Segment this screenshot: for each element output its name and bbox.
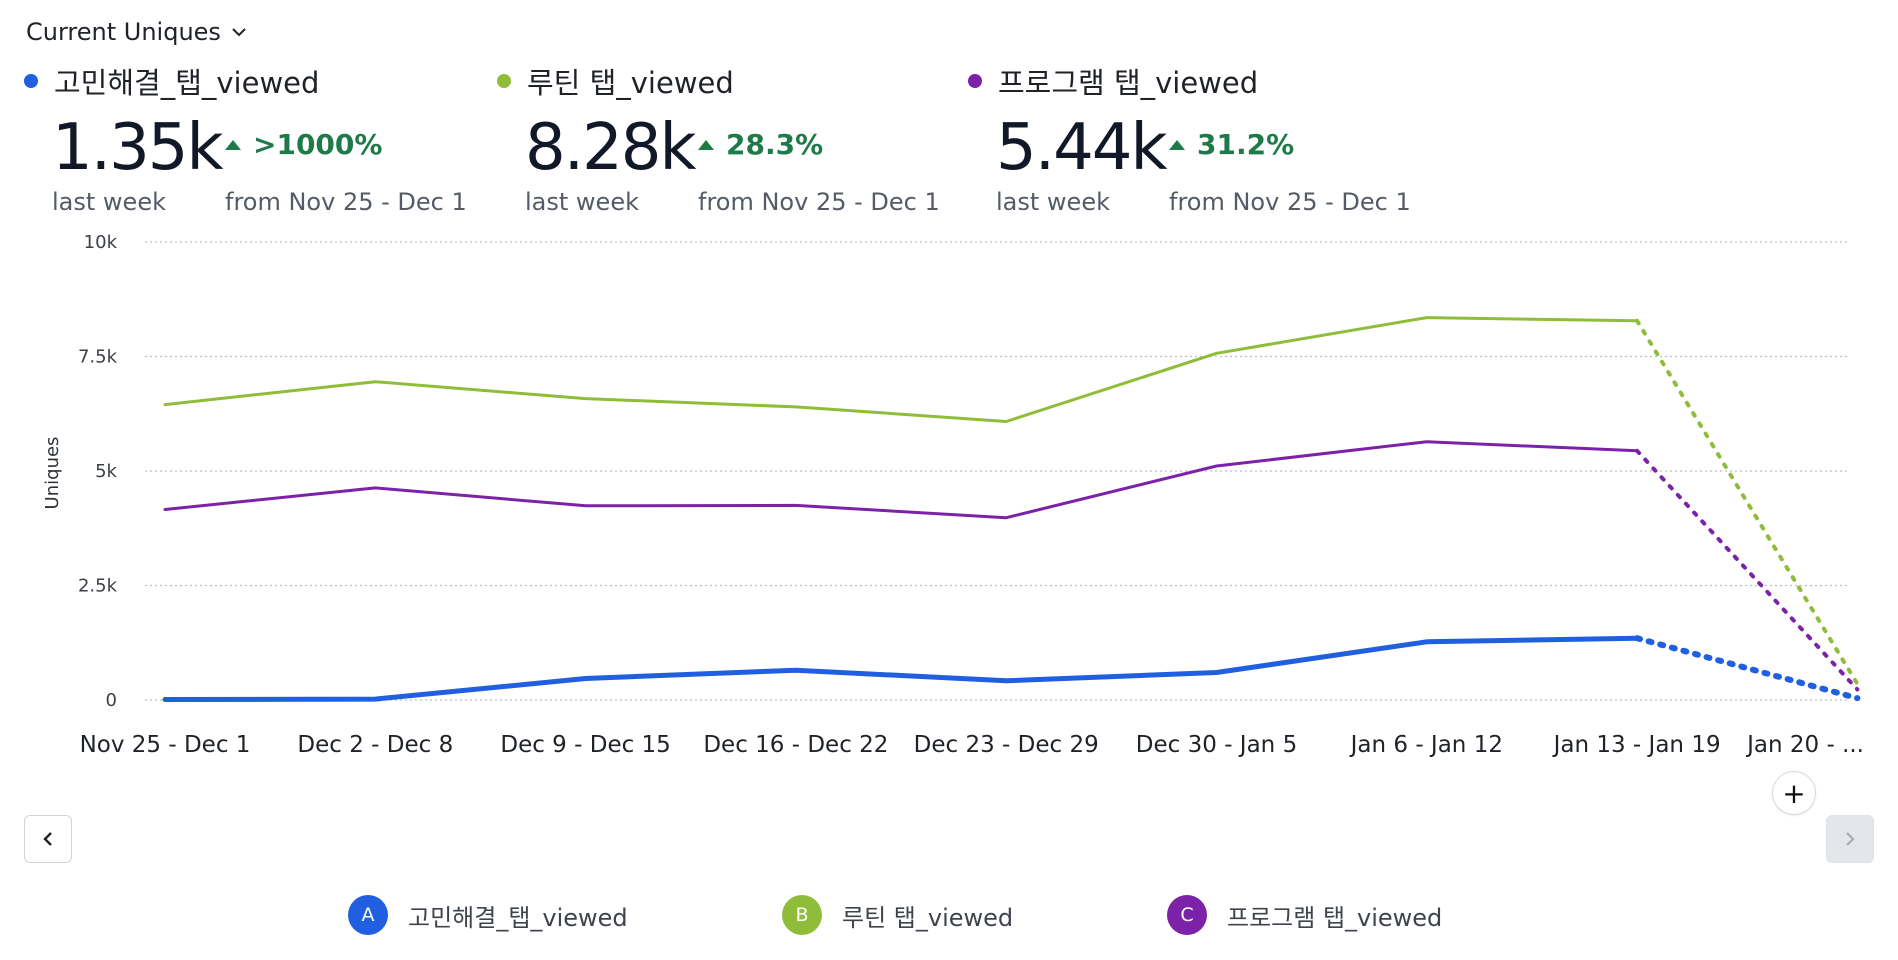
series-line [163, 440, 1639, 520]
metric-delta-value: 28.3% [726, 128, 824, 161]
metric-value: 1.35k [52, 111, 224, 185]
legend-item-a[interactable]: A 고민해결_탭_viewed [348, 895, 628, 935]
metric-delta: 28.3% [698, 128, 823, 161]
metric-dropdown[interactable]: Current Uniques [26, 18, 247, 46]
series-b-dot [497, 74, 511, 88]
series-b-badge: B [782, 895, 822, 935]
metric-card-b: 루틴 탭_viewed 8.28k 28.3% last week from Nov… [497, 60, 967, 216]
x-axis-ticks: Nov 25 - Dec 1 Dec 2 - Dec 8 Dec 9 - Dec 1… [80, 732, 1864, 758]
metric-dropdown-label: Current Uniques [26, 18, 221, 46]
y-tick-label: 5k [95, 461, 117, 482]
x-tick-label: Dec 23 - Dec 29 [914, 732, 1099, 758]
scroll-right-button[interactable] [1826, 815, 1874, 863]
metric-delta-value: >1000% [253, 128, 383, 161]
metric-period: last week [525, 188, 639, 216]
up-arrow-icon [698, 139, 714, 150]
gridlines [145, 241, 1850, 701]
metric-compare: from Nov 25 - Dec 1 [1169, 188, 1411, 216]
metric-compare: from Nov 25 - Dec 1 [698, 188, 940, 216]
metric-delta: >1000% [225, 128, 382, 161]
metric-delta: 31.2% [1169, 128, 1294, 161]
series-line-incomplete [1635, 448, 1860, 692]
metric-delta-value: 31.2% [1197, 128, 1295, 161]
x-tick-label: Dec 16 - Dec 22 [703, 732, 888, 758]
metric-value: 5.44k [996, 111, 1168, 185]
series-c-badge: C [1167, 895, 1207, 935]
metric-card-c: 프로그램 탭_viewed 5.44k 31.2% last week from N… [968, 60, 1438, 216]
y-axis-ticks: 0 2.5k 5k 7.5k 10k [78, 232, 118, 711]
metric-compare: from Nov 25 - Dec 1 [225, 188, 467, 216]
series-line-incomplete [1635, 318, 1860, 686]
legend-label: 고민해결_탭_viewed [408, 903, 628, 932]
y-tick-label: 10k [84, 232, 118, 253]
y-tick-label: 7.5k [78, 347, 118, 368]
metric-period: last week [996, 188, 1110, 216]
metric-series-name: 프로그램 탭_viewed [998, 66, 1259, 100]
legend-item-b[interactable]: B 루틴 탭_viewed [782, 895, 1013, 935]
x-tick-label: Nov 25 - Dec 1 [80, 732, 251, 758]
metric-value: 8.28k [525, 111, 697, 185]
series-a-dot [24, 74, 38, 88]
add-annotation-button[interactable]: + [1772, 771, 1816, 815]
x-tick-label: Jan 13 - Jan 19 [1552, 732, 1721, 758]
x-tick-label: Dec 9 - Dec 15 [500, 732, 670, 758]
scroll-left-button[interactable] [24, 815, 72, 863]
legend-label: 프로그램 탭_viewed [1227, 903, 1443, 932]
series-line-incomplete [1634, 635, 1861, 702]
line-chart: Uniques 0 2.5k 5k 7.5k 10k Nov 25 - Dec 1 Dec… [42, 232, 1864, 758]
legend-item-c[interactable]: C 프로그램 탭_viewed [1167, 895, 1442, 935]
series-c-dot [968, 74, 982, 88]
y-axis-label: Uniques [42, 437, 63, 510]
x-tick-label: Jan 20 - ... [1745, 732, 1864, 758]
y-tick-label: 2.5k [78, 576, 118, 597]
series-a-badge: A [348, 895, 388, 935]
up-arrow-icon [1169, 139, 1185, 150]
x-tick-label: Dec 2 - Dec 8 [297, 732, 453, 758]
series-line [163, 316, 1639, 423]
legend-label: 루틴 탭_viewed [842, 903, 1014, 932]
metric-period: last week [52, 188, 166, 216]
plus-icon: + [1782, 776, 1806, 810]
x-tick-label: Jan 6 - Jan 12 [1349, 732, 1503, 758]
metric-series-name: 고민해결_탭_viewed [54, 66, 320, 100]
chevron-down-icon [232, 28, 246, 37]
metric-card-a: 고민해결_탭_viewed 1.35k >1000% last week from … [24, 60, 494, 216]
up-arrow-icon [225, 139, 241, 150]
series-line [162, 635, 1640, 702]
y-tick-label: 0 [106, 690, 117, 711]
chart-series [162, 316, 1861, 702]
chevron-right-icon [1846, 832, 1855, 846]
metric-series-name: 루틴 탭_viewed [527, 66, 734, 100]
x-tick-label: Dec 30 - Jan 5 [1136, 732, 1297, 758]
chevron-left-icon [43, 832, 52, 846]
